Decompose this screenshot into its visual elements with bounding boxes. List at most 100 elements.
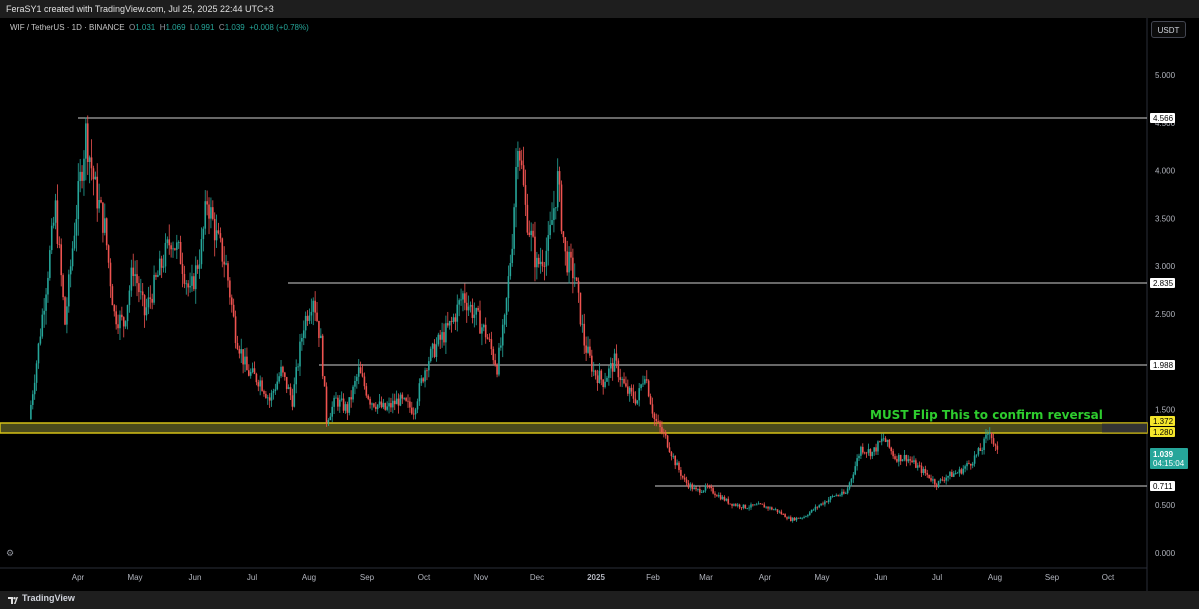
candle-body	[630, 387, 633, 392]
candle-body	[716, 495, 718, 497]
candle-body	[344, 404, 347, 411]
candle-body	[615, 353, 618, 361]
candle-body	[104, 218, 106, 233]
candle-body	[964, 466, 966, 469]
candle-body	[524, 185, 527, 205]
candle-body	[553, 208, 555, 221]
candle-body	[729, 503, 731, 505]
candle-body	[687, 483, 690, 488]
candle-body	[102, 202, 104, 233]
candle-body	[517, 150, 519, 167]
candle-body	[450, 321, 453, 322]
candle-body	[746, 508, 749, 510]
candle-body	[439, 334, 442, 340]
candle-body	[265, 393, 267, 398]
candle-body	[293, 384, 296, 407]
candle-body	[422, 378, 424, 382]
currency-button[interactable]: USDT	[1151, 21, 1186, 38]
candle-body	[448, 321, 451, 326]
candle-body	[852, 474, 855, 479]
level-price-tag	[1150, 113, 1175, 123]
candle-body	[194, 265, 197, 290]
candle-body	[361, 373, 364, 377]
candle-body	[714, 493, 716, 496]
candle-body	[860, 446, 862, 456]
candle-body	[879, 441, 881, 443]
candle-body	[772, 509, 775, 511]
candle-body	[636, 400, 639, 404]
candle-body	[869, 449, 872, 457]
candle-body	[359, 367, 362, 374]
scale-settings-icon[interactable]: ⚙	[6, 548, 15, 558]
candle-body	[462, 293, 464, 300]
candle-body	[399, 394, 402, 406]
last-price-label: 1.039	[1153, 450, 1174, 459]
candle-body	[659, 421, 661, 428]
candle-body	[856, 458, 858, 467]
candle-body	[712, 488, 714, 494]
candle-body	[291, 395, 294, 407]
candle-body	[200, 239, 203, 265]
candle-body	[970, 463, 972, 466]
candle-body	[657, 421, 659, 423]
candle-body	[736, 504, 739, 506]
candle-body	[551, 220, 553, 225]
candle-body	[755, 504, 758, 506]
candle-body	[56, 200, 59, 244]
zone-price-label: 1.372	[1153, 417, 1174, 426]
zone-price-label: 1.280	[1153, 428, 1174, 437]
candle-body	[541, 261, 544, 267]
candle-body	[320, 335, 322, 339]
change-value: +0.008 (+0.78%)	[249, 23, 309, 32]
candle-body	[428, 361, 430, 371]
candle-body	[136, 274, 138, 284]
candle-body	[973, 455, 976, 464]
candle-body	[471, 304, 474, 318]
candle-body	[117, 324, 119, 329]
candle-body	[645, 379, 648, 381]
candle-body	[295, 367, 297, 385]
candle-body	[177, 242, 180, 243]
price-chart[interactable]: 5.000 4.500 4.000 3.500 3.000 2.500 1.500 0.500…	[0, 18, 1199, 591]
x-tick-label: Jun	[875, 573, 888, 582]
candle-body	[884, 438, 887, 442]
candle-body	[562, 231, 565, 238]
candle-body	[318, 320, 320, 339]
candle-body	[346, 404, 349, 413]
candle-body	[230, 297, 233, 305]
candle-body	[289, 387, 292, 396]
candle-body	[374, 406, 377, 410]
candle-body	[549, 224, 551, 236]
candle-body	[943, 480, 946, 482]
candle-body	[373, 403, 375, 407]
candle-body	[805, 516, 807, 517]
candle-body	[259, 380, 261, 387]
candle-body	[350, 397, 352, 400]
y-tick-label: 0.500	[1155, 501, 1176, 510]
candle-body	[797, 517, 800, 519]
candle-body	[911, 460, 913, 463]
candle-body	[651, 404, 654, 414]
candle-body	[338, 399, 341, 407]
candle-body	[530, 230, 532, 236]
candle-body	[898, 454, 900, 462]
x-tick-label: Aug	[988, 573, 1002, 582]
candle-body	[949, 472, 951, 476]
candle-body	[335, 397, 337, 399]
candle-body	[752, 504, 754, 506]
countdown-label: 04:15:04	[1153, 459, 1185, 468]
candle-body	[321, 335, 324, 377]
candle-body	[189, 285, 191, 288]
candle-body	[572, 257, 574, 279]
candle-body	[469, 304, 472, 307]
candle-body	[179, 242, 182, 265]
candle-body	[638, 388, 640, 401]
candle-body	[30, 404, 32, 420]
candle-body	[386, 406, 388, 410]
candle-body	[410, 407, 413, 414]
candle-body	[64, 297, 66, 325]
candle-body	[215, 230, 218, 241]
candle-body	[827, 499, 830, 503]
candle-body	[875, 447, 877, 452]
candle-body	[695, 487, 697, 490]
